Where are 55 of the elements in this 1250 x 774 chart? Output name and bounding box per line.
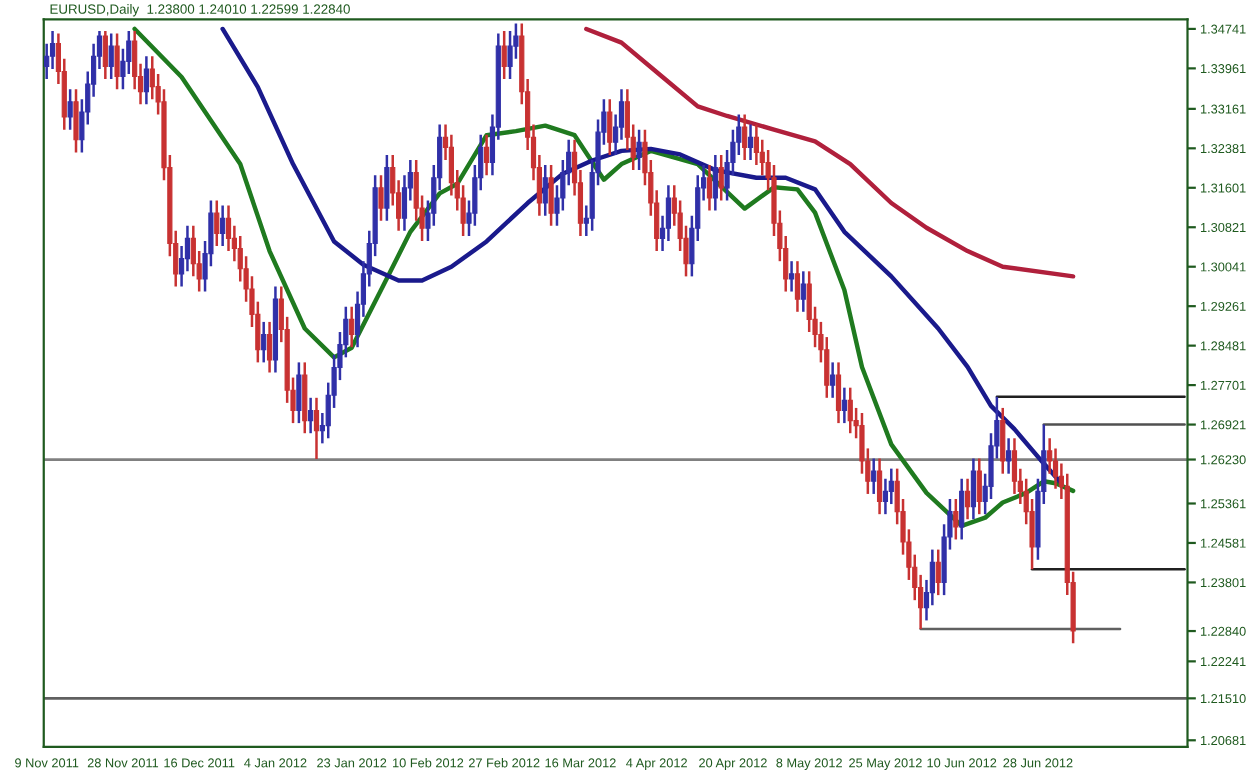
candlestick (800, 270, 806, 314)
candlestick (308, 396, 314, 435)
candlestick (542, 163, 548, 217)
candlestick (220, 204, 226, 248)
candlestick (959, 477, 965, 541)
candlestick (102, 29, 108, 81)
candlestick (214, 199, 220, 248)
candlestick (953, 497, 959, 541)
candlestick (302, 361, 308, 435)
candlestick (718, 153, 724, 202)
candlestick (976, 457, 982, 516)
candlestick (742, 113, 748, 162)
candlestick (108, 32, 114, 81)
candlestick (888, 467, 894, 506)
candlestick (384, 153, 390, 222)
candlestick (73, 87, 79, 154)
candlestick (871, 457, 877, 496)
candlestick (747, 123, 754, 162)
candlestick (882, 477, 889, 516)
candlestick (794, 259, 801, 314)
candlestick (296, 361, 302, 425)
candlestick (935, 548, 941, 597)
candlestick (847, 386, 853, 435)
candlestick (835, 361, 842, 425)
candlestick (49, 29, 56, 71)
candlestick (349, 305, 355, 349)
candlestick (970, 457, 977, 521)
candlestick (876, 457, 883, 516)
candlestick (143, 55, 150, 106)
candlestick (114, 32, 120, 91)
candlestick (483, 133, 490, 177)
candlestick (706, 163, 713, 212)
candlestick (225, 204, 232, 253)
candlestick (266, 320, 273, 374)
candlestick (67, 87, 73, 131)
line-series (132, 26, 1076, 529)
candlestick (665, 184, 672, 243)
candlestick (378, 173, 384, 222)
candlestick (964, 477, 971, 521)
candlestick (607, 98, 613, 157)
candlestick (261, 320, 267, 364)
candlestick (788, 259, 795, 293)
candlestick (830, 361, 836, 400)
candlestick (548, 163, 554, 228)
line-series (584, 26, 1076, 279)
candlestick (1011, 437, 1018, 496)
candlestick (712, 153, 718, 212)
candlestick (1000, 406, 1006, 475)
candlestick (501, 29, 507, 81)
candlestick (753, 123, 760, 167)
candlestick (313, 396, 320, 461)
candlestick (841, 386, 847, 425)
candlestick (1005, 437, 1012, 475)
candlestick (507, 29, 513, 81)
candlestick (636, 128, 642, 172)
